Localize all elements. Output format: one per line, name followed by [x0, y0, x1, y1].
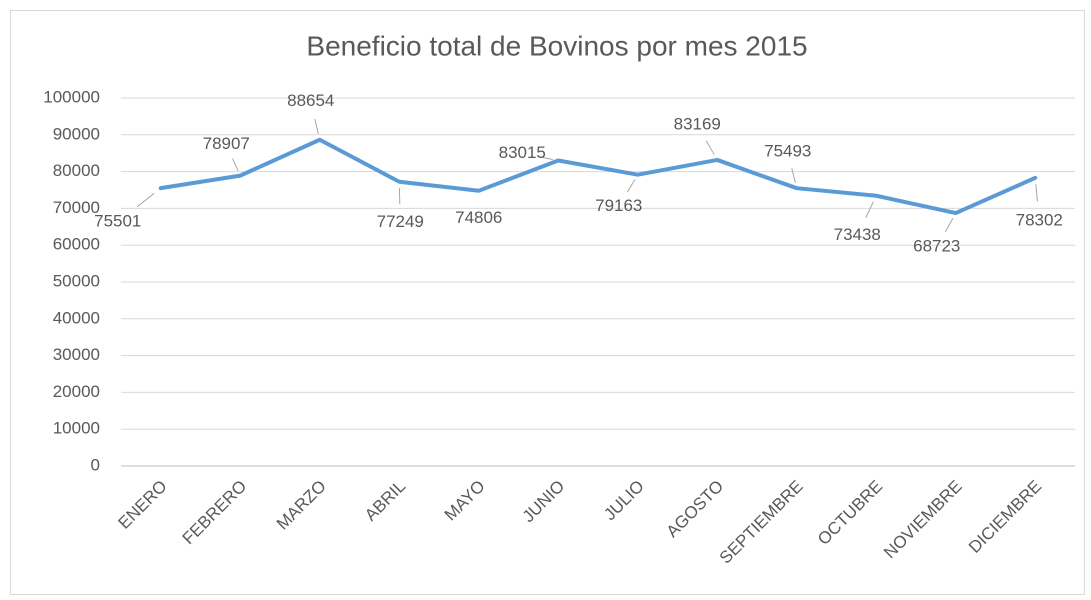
data-label: 78907: [203, 134, 250, 153]
data-label: 75493: [764, 142, 811, 161]
data-label: 88654: [287, 91, 334, 110]
chart-frame: [10, 10, 1085, 595]
leader-line: [791, 168, 796, 183]
y-tick-label: 80000: [53, 161, 100, 180]
data-label: 75501: [94, 212, 141, 231]
y-tick-label: 50000: [53, 271, 100, 290]
y-tick-label: 20000: [53, 382, 100, 401]
leader-line: [865, 201, 874, 218]
leader-line: [1035, 184, 1038, 202]
leader-line: [705, 140, 715, 155]
y-tick-label: 40000: [53, 308, 100, 327]
data-label: 78302: [1016, 210, 1063, 229]
leader-line: [136, 192, 155, 208]
data-label: 77249: [377, 212, 424, 231]
y-tick-label: 10000: [53, 419, 100, 438]
y-tick-label: 60000: [53, 235, 100, 254]
data-label: 73438: [834, 225, 881, 244]
y-tick-label: 100000: [43, 87, 100, 106]
leader-line: [538, 156, 553, 160]
leader-line: [944, 217, 954, 233]
leader-line: [314, 118, 319, 135]
data-label: 83169: [674, 114, 721, 133]
y-tick-label: 0: [91, 455, 100, 474]
y-tick-label: 30000: [53, 345, 100, 364]
y-tick-label: 90000: [53, 124, 100, 143]
line-series: [158, 137, 1038, 216]
leader-line: [232, 158, 239, 172]
chart-title: Beneficio total de Bovinos por mes 2015: [306, 30, 807, 61]
data-label: 79163: [595, 196, 642, 215]
data-label: 68723: [913, 237, 960, 256]
data-label: 74806: [455, 208, 502, 227]
leader-line: [626, 179, 636, 193]
data-label: 83015: [499, 143, 546, 162]
y-tick-label: 70000: [53, 198, 100, 217]
